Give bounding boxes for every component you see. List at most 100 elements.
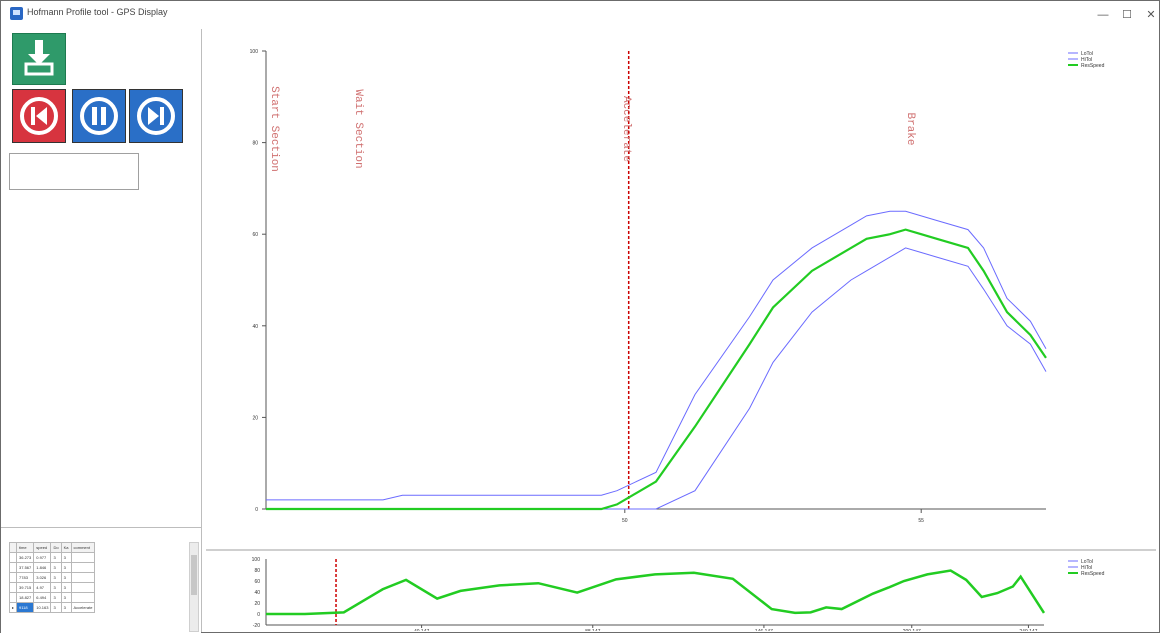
column-header-speed[interactable]: speed <box>33 542 52 553</box>
comment-input[interactable] <box>9 153 139 190</box>
previous-button[interactable] <box>12 89 66 143</box>
table-cell[interactable]: 3 <box>50 552 62 563</box>
data-table: time speed Do Ka comment 36.273 0.977 3 3 37… <box>8 542 96 613</box>
table-cell[interactable]: 1.846 <box>33 562 52 573</box>
y-tick-label: 0 <box>257 612 260 618</box>
series-line-resspeed <box>266 569 1046 616</box>
row-indicator <box>8 592 18 603</box>
skip-next-icon <box>137 97 175 135</box>
table-cell[interactable]: 10.163 <box>33 602 52 613</box>
y-tick-label: 100 <box>250 49 259 55</box>
column-header-time[interactable]: time <box>16 542 35 553</box>
close-button[interactable]: ✕ <box>1146 9 1156 21</box>
series-line-lotol <box>266 247 1047 510</box>
table-cell[interactable]: 39.715 <box>16 582 35 593</box>
x-tick-label: 40.147 <box>414 629 430 631</box>
x-tick-label: 50 <box>622 518 628 524</box>
app-icon <box>10 7 23 20</box>
table-cell[interactable]: 3 <box>60 602 72 613</box>
overview-chart: 100 80 60 40 20 0 -20 40.147 88.147 146.147 200.14… <box>206 549 1156 635</box>
table-cell[interactable]: 36.273 <box>16 552 35 563</box>
row-indicator <box>8 552 18 563</box>
table-cell[interactable]: 3 <box>60 552 72 563</box>
table-cell[interactable]: 3 <box>60 592 72 603</box>
download-button[interactable] <box>12 33 66 85</box>
table-cell[interactable]: 6.494 <box>33 592 52 603</box>
table-cell[interactable]: Accelerate <box>70 602 96 613</box>
column-header-ka[interactable]: Ka <box>60 542 72 553</box>
legend-label: ResSpeed <box>1081 571 1105 577</box>
table-row[interactable]: 39.715 4.97 3 3 <box>8 582 96 593</box>
y-tick-label: -20 <box>253 623 260 629</box>
table-cell[interactable]: 3 <box>50 602 62 613</box>
section-annotation: Accelerate <box>620 96 632 162</box>
x-tick-label: 55 <box>918 518 924 524</box>
y-tick-label: 100 <box>252 557 261 563</box>
table-cell[interactable]: 3 <box>50 562 62 573</box>
table-row[interactable]: 36.273 0.977 3 3 <box>8 552 96 563</box>
title-bar: Hofmann Profile tool - GPS Display — ☐ ✕ <box>1 1 1159 29</box>
table-cell[interactable] <box>70 572 96 583</box>
row-indicator <box>8 562 18 573</box>
table-cell[interactable]: 18.827 <box>16 592 35 603</box>
row-indicator-header <box>8 542 18 553</box>
column-header-do[interactable]: Do <box>50 542 62 553</box>
table-cell[interactable] <box>70 592 96 603</box>
legend-label: LoTol <box>1081 51 1093 57</box>
minimize-button[interactable]: — <box>1097 9 1109 21</box>
y-tick-label: 40 <box>252 324 258 330</box>
table-row[interactable]: 7783 3.026 3 3 <box>8 572 96 583</box>
y-tick-label: 80 <box>254 568 260 574</box>
scrollbar-thumb[interactable] <box>191 555 197 595</box>
window-title: Hofmann Profile tool - GPS Display <box>27 7 168 17</box>
section-annotation: Brake <box>904 112 916 145</box>
grid-scrollbar[interactable] <box>189 542 199 632</box>
section-annotation: Start Section <box>268 86 280 172</box>
legend-label: HiTol <box>1081 57 1092 63</box>
table-cell[interactable]: 3 <box>60 572 72 583</box>
row-indicator <box>8 582 18 593</box>
table-cell[interactable]: 3 <box>50 582 62 593</box>
table-header-row: time speed Do Ka comment <box>8 542 96 553</box>
pause-button[interactable] <box>72 89 126 143</box>
skip-previous-icon <box>20 97 58 135</box>
table-row[interactable]: 18.827 6.494 3 3 <box>8 592 96 603</box>
table-cell[interactable]: 3.026 <box>33 572 52 583</box>
y-tick-label: 40 <box>254 590 260 596</box>
table-cell[interactable]: 7783 <box>16 572 35 583</box>
table-cell[interactable]: 37.567 <box>16 562 35 573</box>
pause-icon <box>80 97 118 135</box>
table-cell[interactable]: 0.977 <box>33 552 52 563</box>
table-cell[interactable]: 3 <box>50 572 62 583</box>
y-tick-label: 60 <box>254 579 260 585</box>
legend-label: LoTol <box>1081 559 1093 565</box>
maximize-button[interactable]: ☐ <box>1122 9 1132 21</box>
table-cell[interactable] <box>70 562 96 573</box>
table-cell[interactable]: 3 <box>60 582 72 593</box>
row-indicator: ▸ <box>8 602 18 613</box>
column-header-comment[interactable]: comment <box>70 542 96 553</box>
main-chart-svg: 0 20 40 60 80 100 50 55 Start Section Wait Sectio… <box>250 49 1105 524</box>
table-cell[interactable]: 9118 <box>16 602 35 613</box>
overview-chart-svg: 100 80 60 40 20 0 -20 40.147 88.147 146.147 200.14… <box>252 557 1105 635</box>
series-line-hitol <box>266 210 1047 501</box>
data-grid[interactable]: time speed Do Ka comment 36.273 0.977 3 3 37… <box>1 527 201 633</box>
x-tick-label: 146.147 <box>755 629 773 631</box>
x-tick-label: 200.147 <box>903 629 921 631</box>
y-tick-label: 20 <box>254 601 260 607</box>
table-row[interactable]: 37.567 1.846 3 3 <box>8 562 96 573</box>
next-button[interactable] <box>129 89 183 143</box>
table-cell[interactable]: 3 <box>50 592 62 603</box>
table-cell[interactable]: 3 <box>60 562 72 573</box>
x-tick-label: 249.147 <box>1019 629 1037 631</box>
row-indicator <box>8 572 18 583</box>
table-cell[interactable] <box>70 582 96 593</box>
table-cell[interactable] <box>70 552 96 563</box>
left-panel: time speed Do Ka comment 36.273 0.977 3 3 37… <box>1 29 202 633</box>
table-row[interactable]: ▸ 9118 10.163 3 3 Accelerate <box>8 602 96 613</box>
y-tick-label: 80 <box>252 141 258 147</box>
table-cell[interactable]: 4.97 <box>33 582 52 593</box>
download-icon <box>24 40 54 76</box>
section-annotation: Wait Section <box>352 89 364 168</box>
